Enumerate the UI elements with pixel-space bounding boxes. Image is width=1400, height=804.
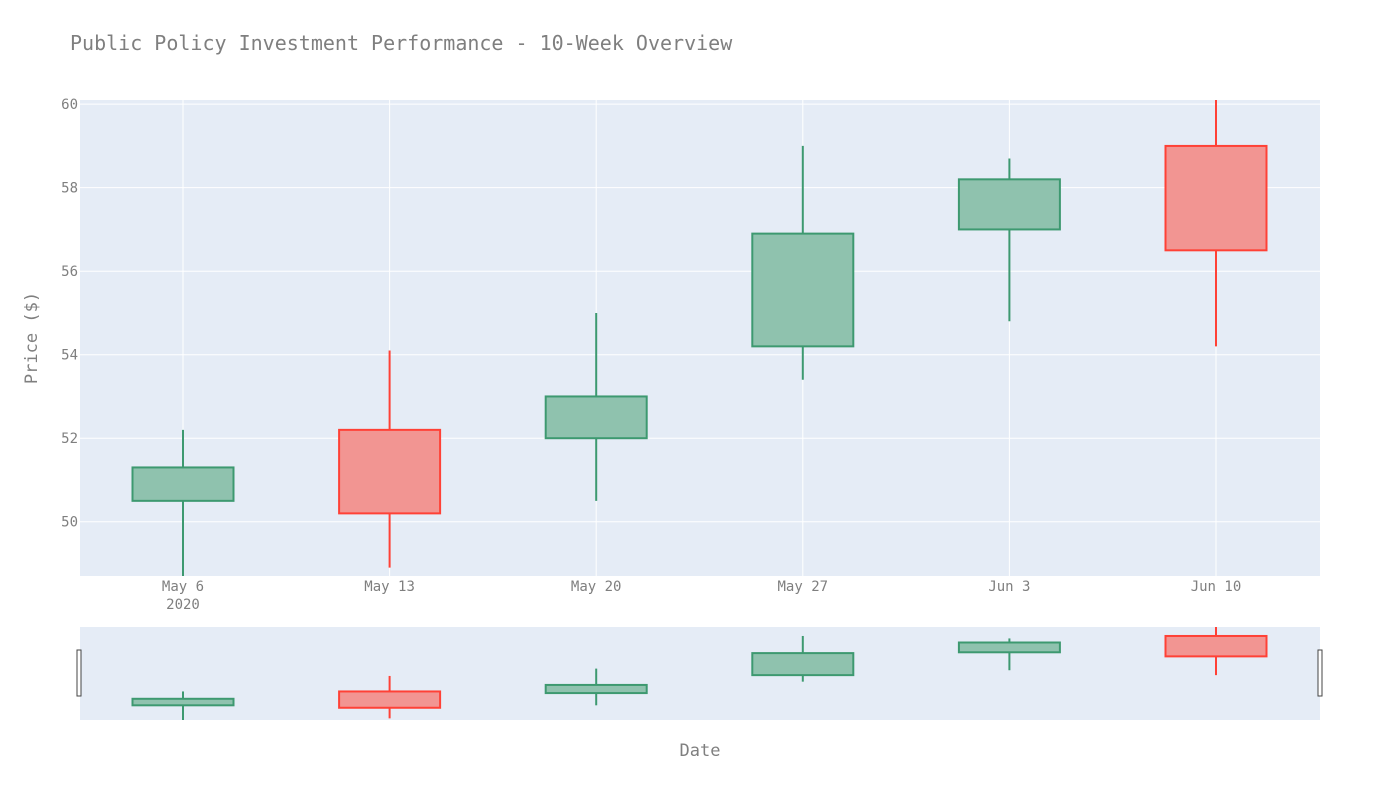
candle-body-decreasing xyxy=(1166,636,1267,656)
candle-body-decreasing xyxy=(339,430,440,514)
year-label: 2020 xyxy=(166,597,200,613)
candle-body-increasing xyxy=(133,467,234,500)
y-tick-label: 50 xyxy=(61,515,78,531)
range-slider-left-handle[interactable] xyxy=(77,650,81,696)
y-tick-label: 56 xyxy=(61,264,78,280)
x-tick-label: Jun 3 xyxy=(988,579,1030,595)
x-tick-label: May 6 xyxy=(162,579,204,595)
candle-body-decreasing xyxy=(339,691,440,707)
range-slider-right-handle[interactable] xyxy=(1318,650,1322,696)
y-tick-label: 52 xyxy=(61,431,78,447)
range-slider[interactable] xyxy=(80,627,1320,720)
chart-title: Public Policy Investment Performance - 1… xyxy=(70,31,733,55)
candle-body-increasing xyxy=(752,653,853,675)
candle-body-increasing xyxy=(752,234,853,347)
y-axis-ticks: 50 52 54 56 58 60 xyxy=(61,97,78,531)
y-tick-label: 54 xyxy=(61,348,78,364)
x-tick-label: Jun 10 xyxy=(1191,579,1242,595)
x-tick-label: May 20 xyxy=(571,579,622,595)
candle-body-increasing xyxy=(133,699,234,706)
candle-body-increasing xyxy=(546,685,647,693)
candle-body-increasing xyxy=(959,643,1060,653)
y-tick-label: 58 xyxy=(61,181,78,197)
x-axis-title: Date xyxy=(680,741,721,761)
x-tick-label: May 13 xyxy=(364,579,415,595)
x-tick-label: May 27 xyxy=(778,579,829,595)
y-tick-label: 60 xyxy=(61,97,78,113)
candle-body-increasing xyxy=(546,396,647,438)
x-axis-ticks: May 6 May 13 May 20 May 27 Jun 3 Jun 10 xyxy=(162,579,1241,595)
plot-area xyxy=(80,100,1320,576)
y-axis-title: Price ($) xyxy=(22,292,42,384)
candle-body-increasing xyxy=(959,179,1060,229)
candle-body-decreasing xyxy=(1166,146,1267,250)
